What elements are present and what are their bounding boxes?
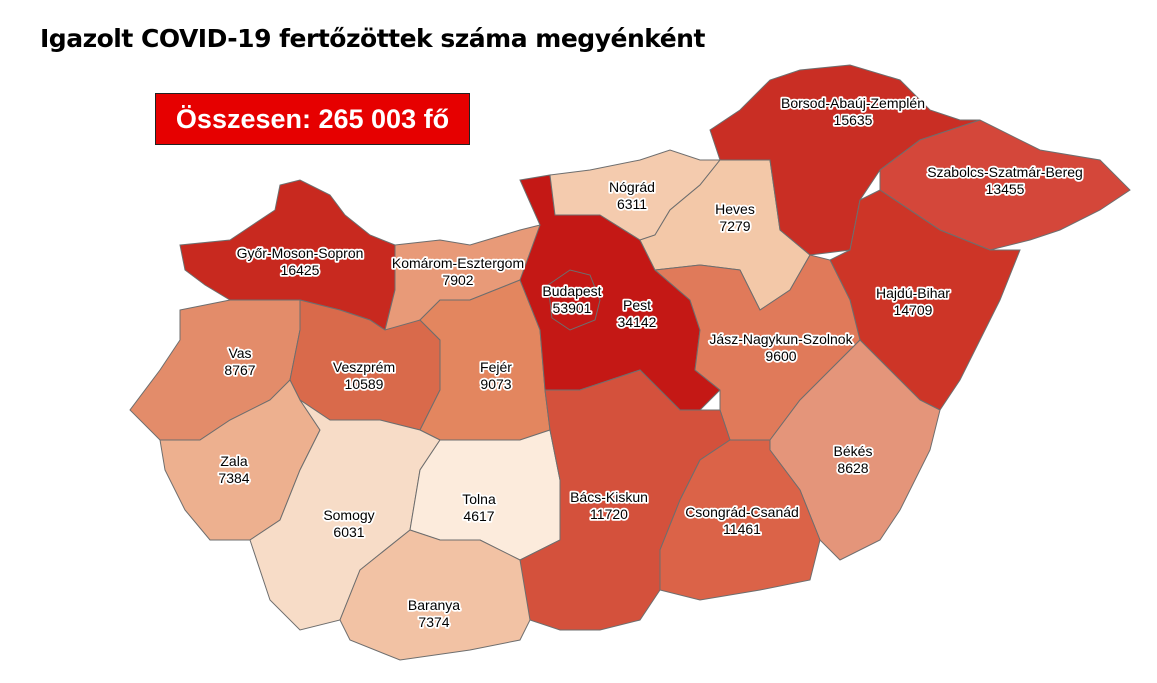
county-name-label: Zala [220,453,247,469]
county-name-label: Bács-Kiskun [570,489,648,505]
county-value-label: 15635 [834,112,873,128]
county-name-label: Tolna [462,491,496,507]
county-value-label: 9073 [480,376,511,392]
county-value-label: 4617 [463,508,494,524]
county-name-label: Somogy [323,507,374,523]
county-value-label: 13455 [986,181,1025,197]
county-name-label: Békés [834,443,873,459]
county-value-label: 11720 [590,506,628,522]
county-value-label: 7902 [442,272,473,288]
county-name-label: Borsod-Abaúj-Zemplén [781,95,925,111]
county-name-label: Csongrád-Csanád [685,504,799,520]
county-name-label: Komárom-Esztergom [392,255,524,271]
county-value-label: 7279 [719,218,750,234]
county-name-label: Veszprém [333,359,395,375]
county-name-label: Nógrád [609,179,655,195]
county-value-label: 8628 [837,460,868,476]
county-name-label: Szabolcs-Szatmár-Bereg [927,164,1083,180]
county-name-label: Pest [623,297,651,313]
county-name-label: Baranya [408,597,460,613]
county-name-label: Hajdú-Bihar [876,285,950,301]
county-name-label: Heves [715,201,755,217]
county-value-label: 16425 [281,262,320,278]
county-csongrad [659,439,821,601]
county-name-label: Jász-Nagykun-Szolnok [709,331,853,347]
county-value-label: 6311 [617,196,647,212]
county-name-label: Győr-Moson-Sopron [237,245,364,261]
county-value-label: 7374 [418,614,449,630]
county-name-label: Fejér [480,359,512,375]
county-value-label: 53901 [553,300,592,316]
county-value-label: 11461 [723,521,761,537]
county-name-label: Budapest [542,283,601,299]
total-cases-badge: Összesen: 265 003 fő [155,93,470,145]
county-name-label: Vas [228,345,251,361]
county-value-label: 34142 [618,314,657,330]
county-value-label: 7384 [218,470,249,486]
county-budapest [547,269,601,331]
map-title: Igazolt COVID-19 fertőzöttek száma megyé… [40,24,705,53]
county-value-label: 8767 [224,362,255,378]
county-value-label: 14709 [894,302,933,318]
county-value-label: 9600 [765,348,796,364]
county-baranya [339,529,541,661]
county-value-label: 6031 [333,524,364,540]
county-borsod [709,64,981,256]
county-value-label: 10589 [345,376,384,392]
